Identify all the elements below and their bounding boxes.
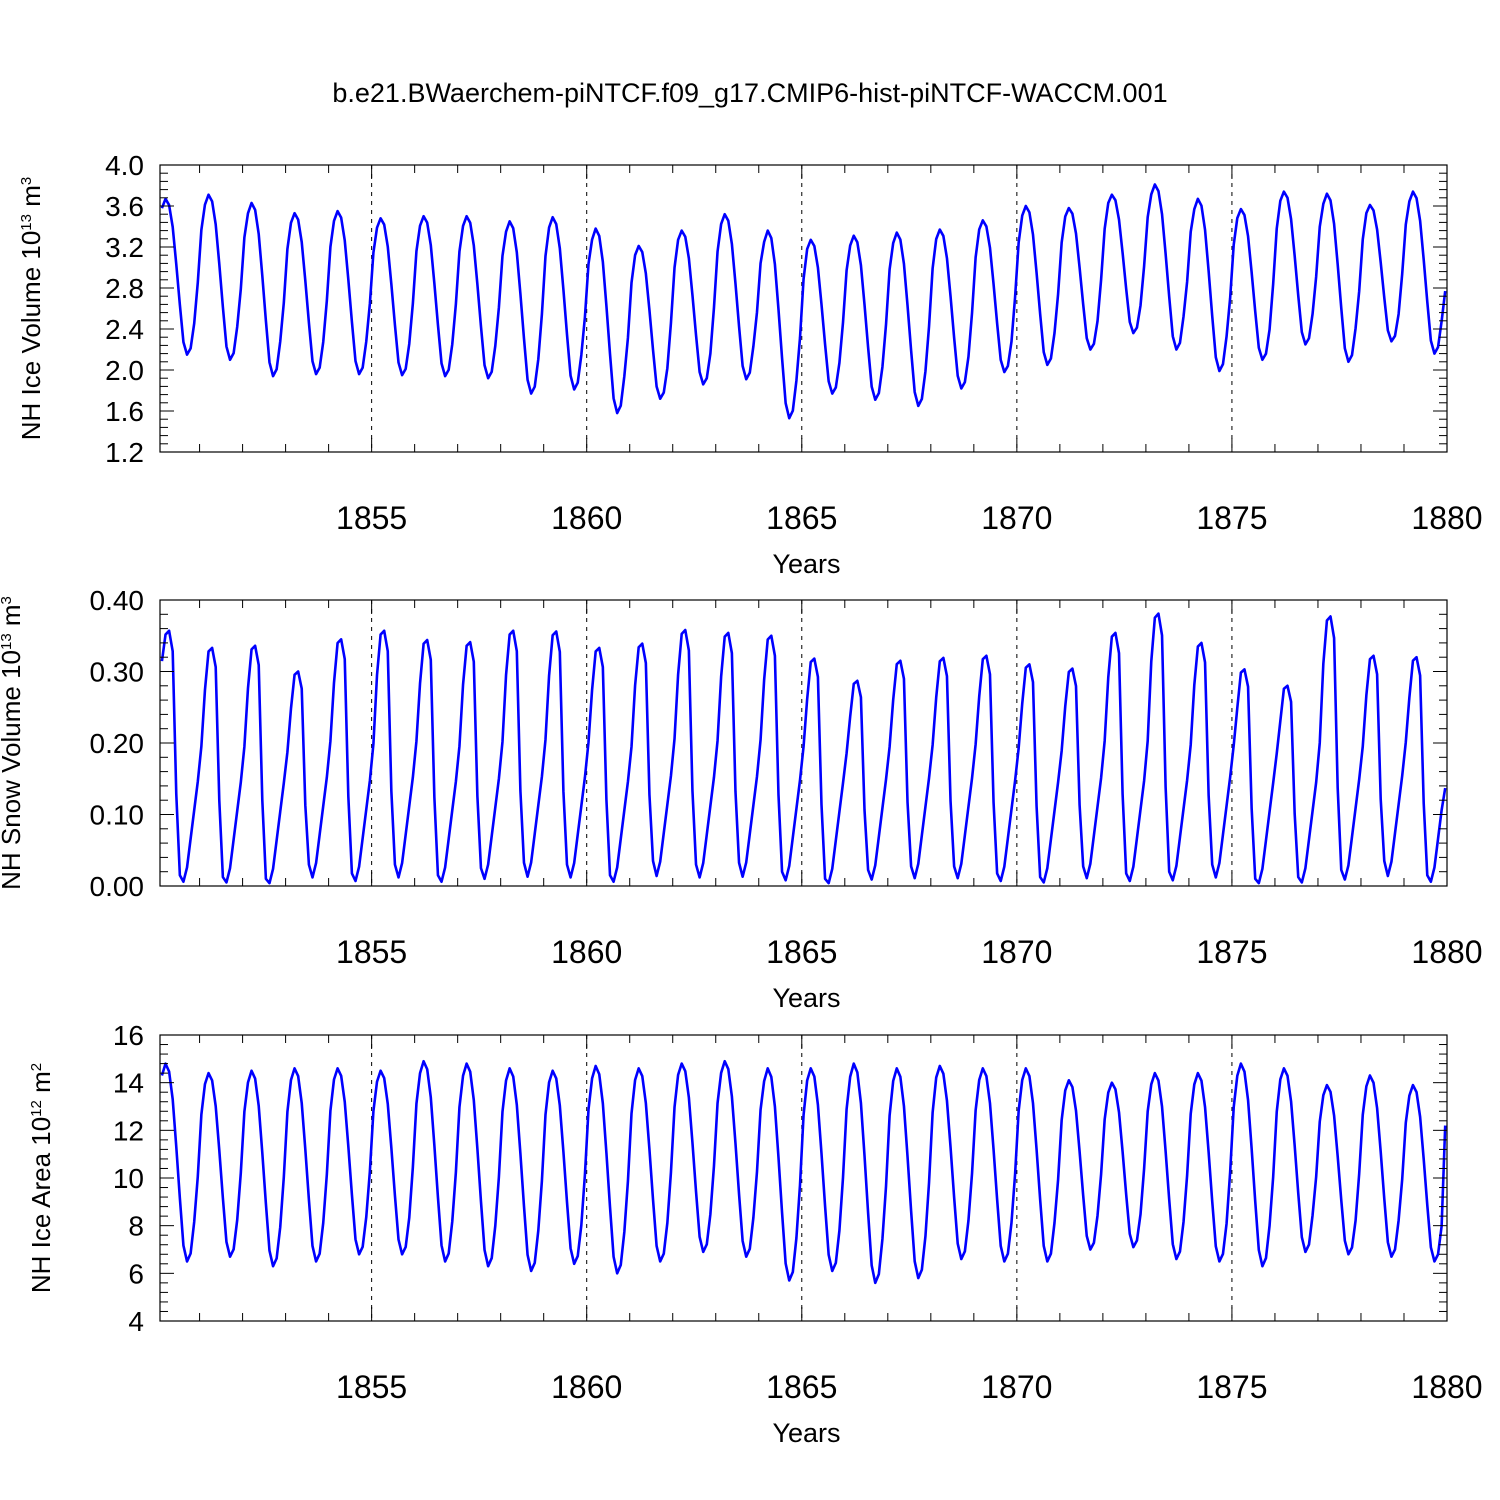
x-tick-label: 1865 (766, 934, 837, 970)
y-tick-label: 1.6 (105, 396, 144, 427)
y-tick-label: 2.0 (105, 355, 144, 386)
y-axis-label-part: NH Snow Volume 10 (0, 650, 26, 890)
x-tick-label: 1860 (551, 500, 622, 536)
x-tick-label: 1870 (981, 934, 1052, 970)
x-tick-label: 1880 (1411, 934, 1482, 970)
y-axis-label-superscript: 12 (28, 1100, 45, 1117)
x-axis-label: Years (772, 549, 840, 579)
y-tick-label: 10 (113, 1163, 144, 1194)
x-tick-label: 1875 (1196, 1369, 1267, 1405)
x-tick-label: 1870 (981, 500, 1052, 536)
y-axis-label: NH Ice Area 1012 m2 (26, 1063, 56, 1293)
y-axis-label-superscript: 13 (18, 214, 35, 231)
y-tick-label: 2.4 (105, 314, 144, 345)
y-axis-label-superscript: 3 (0, 596, 15, 604)
y-tick-label: 16 (113, 1020, 144, 1051)
y-axis-label-part: m (16, 185, 46, 214)
y-tick-label: 0.00 (90, 871, 145, 902)
y-tick-label: 1.2 (105, 437, 144, 468)
x-tick-label: 1865 (766, 500, 837, 536)
y-tick-label: 4 (128, 1306, 144, 1337)
x-tick-label: 1860 (551, 934, 622, 970)
y-tick-label: 2.8 (105, 273, 144, 304)
x-tick-label: 1855 (336, 500, 407, 536)
x-axis-label: Years (772, 1418, 840, 1448)
x-tick-label: 1870 (981, 1369, 1052, 1405)
x-tick-label: 1855 (336, 934, 407, 970)
y-tick-label: 3.2 (105, 232, 144, 263)
y-axis-label-part: NH Ice Volume 10 (16, 231, 46, 441)
figure-title: b.e21.BWaerchem-piNTCF.f09_g17.CMIP6-his… (332, 78, 1167, 108)
y-tick-label: 0.10 (90, 800, 145, 831)
series-line (160, 183, 1447, 420)
chart-panel-2: 1855 1860 1865 1870 1875 1880 Years 0.00 0.10 0.2… (0, 585, 1483, 1013)
y-tick-label: 14 (113, 1068, 144, 1099)
y-tick-label: 0.20 (90, 728, 145, 759)
y-tick-label: 12 (113, 1115, 144, 1146)
y-tick-label: 8 (128, 1211, 144, 1242)
y-axis-label: NH Ice Volume 1013 m3 (16, 177, 46, 440)
x-tick-label: 1880 (1411, 500, 1482, 536)
y-axis-label-part: m (26, 1071, 56, 1100)
y-axis-label-superscript: 3 (18, 177, 35, 185)
x-tick-label: 1855 (336, 1369, 407, 1405)
x-tick-label: 1875 (1196, 500, 1267, 536)
y-axis-label-part: m (0, 604, 26, 633)
chart-panel-1: 1855 1860 1865 1870 1875 1880 Years 1.2 1.6 2.0 2.… (16, 150, 1483, 579)
x-tick-label: 1880 (1411, 1369, 1482, 1405)
y-axis-label-superscript: 13 (0, 633, 15, 650)
x-tick-label: 1860 (551, 1369, 622, 1405)
y-tick-label: 0.40 (90, 585, 145, 616)
x-axis-label: Years (772, 983, 840, 1013)
x-tick-label: 1865 (766, 1369, 837, 1405)
y-tick-label: 0.30 (90, 657, 145, 688)
y-axis-label: NH Snow Volume 1013 m3 (0, 596, 26, 890)
y-tick-label: 4.0 (105, 150, 144, 181)
y-tick-label: 6 (128, 1258, 144, 1289)
plot-frame (159, 164, 1448, 453)
y-axis-label-part: NH Ice Area 10 (26, 1117, 56, 1293)
chart-panel-3: 1855 1860 1865 1870 1875 1880 Years 4 6 8 10 12 14 16… (26, 1020, 1483, 1448)
series-line (160, 1059, 1447, 1285)
y-axis-label-superscript: 2 (28, 1063, 45, 1071)
x-tick-label: 1875 (1196, 934, 1267, 970)
series-line (160, 612, 1447, 885)
y-tick-label: 3.6 (105, 191, 144, 222)
